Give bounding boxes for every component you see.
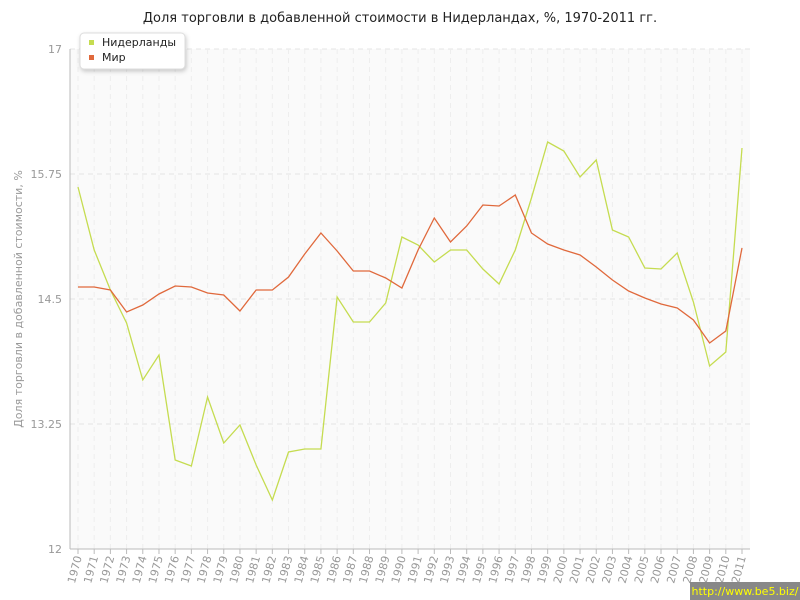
y-axis-label: Доля торговли в добавленной стоимости, %	[12, 170, 25, 428]
series-line	[78, 194, 743, 344]
legend-swatch	[89, 40, 94, 45]
legend-label: Нидерланды	[102, 36, 176, 49]
legend	[79, 32, 186, 70]
watermark: http://www.be5.biz/	[692, 585, 799, 598]
y-tick-label: 14.5	[38, 293, 63, 306]
legend-swatch	[89, 55, 94, 60]
y-tick-label: 12	[48, 543, 62, 556]
legend-box	[79, 32, 186, 70]
watermark-bg	[690, 582, 800, 600]
legend-label: Мир	[102, 51, 126, 64]
chart-title: Доля торговли в добавленной стоимости в …	[143, 11, 657, 26]
legend-items: Нидерланды Мир	[89, 36, 176, 64]
y-tick-label: 13.25	[31, 418, 63, 431]
plot-area	[70, 49, 750, 549]
lines	[77, 141, 743, 502]
series-line	[77, 141, 743, 502]
y-tick-label: 17	[48, 43, 62, 56]
y-tick-label: 15.75	[31, 168, 63, 181]
